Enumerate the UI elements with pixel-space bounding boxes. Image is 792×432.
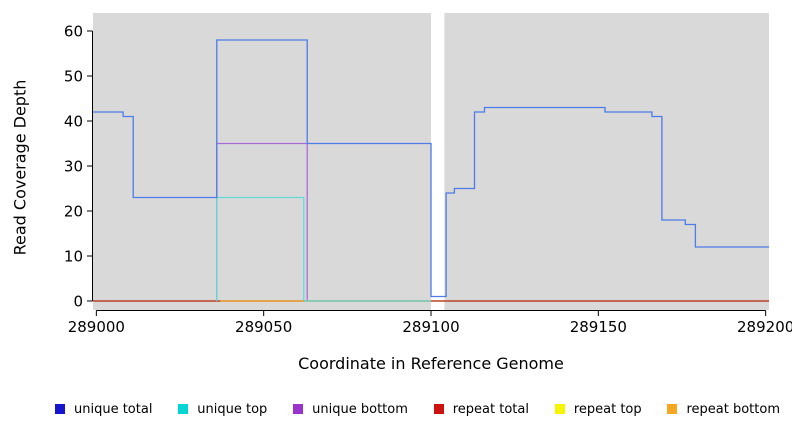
y-tick-label: 40 xyxy=(64,112,83,130)
x-tick-label: 289050 xyxy=(235,318,292,336)
legend-swatch-repeat-top xyxy=(554,404,565,414)
x-tick-label: 289150 xyxy=(570,318,627,336)
legend-label: repeat top xyxy=(573,401,642,417)
x-tick-label: 289000 xyxy=(68,318,125,336)
y-tick-label: 60 xyxy=(64,22,83,40)
y-tick-label: 0 xyxy=(73,292,83,310)
axes: 289000 289050 289100 289150 289200 0 10 20 30 40 5… xyxy=(64,22,792,336)
legend-label: unique top xyxy=(197,401,268,417)
legend-item-unique-total: unique total xyxy=(55,402,152,417)
y-tick-label: 10 xyxy=(64,247,83,265)
legend-label: repeat bottom xyxy=(686,401,780,417)
legend-label: unique total xyxy=(74,401,153,417)
legend-swatch-unique-total xyxy=(55,404,65,414)
legend-swatch-repeat-bottom xyxy=(667,404,678,414)
y-tick-label: 50 xyxy=(64,67,83,85)
legend-label: repeat total xyxy=(452,401,529,417)
legend-item-unique-top: unique top xyxy=(178,402,267,417)
legend: unique total unique top unique bottom repea… xyxy=(55,398,780,420)
x-tick-label: 289200 xyxy=(737,318,792,336)
legend-label: unique bottom xyxy=(312,401,408,417)
legend-swatch-unique-top xyxy=(178,404,189,414)
x-tick-label: 289100 xyxy=(402,318,459,336)
legend-item-repeat-bottom: repeat bottom xyxy=(667,402,780,417)
coverage-gap-band xyxy=(431,13,445,310)
legend-swatch-repeat-total xyxy=(433,404,444,414)
legend-item-repeat-total: repeat total xyxy=(433,401,529,417)
y-tick-label: 30 xyxy=(64,157,83,175)
series-unique-total xyxy=(93,39,769,298)
legend-item-unique-bottom: unique bottom xyxy=(293,402,408,417)
legend-swatch-unique-bottom xyxy=(293,404,304,414)
y-axis-label: Read Coverage Depth xyxy=(10,79,30,256)
y-tick-label: 20 xyxy=(64,202,83,220)
series-unique-top xyxy=(216,196,431,302)
x-axis-label: Coordinate in Reference Genome xyxy=(298,354,564,373)
legend-item-repeat-top: repeat top xyxy=(554,401,642,417)
